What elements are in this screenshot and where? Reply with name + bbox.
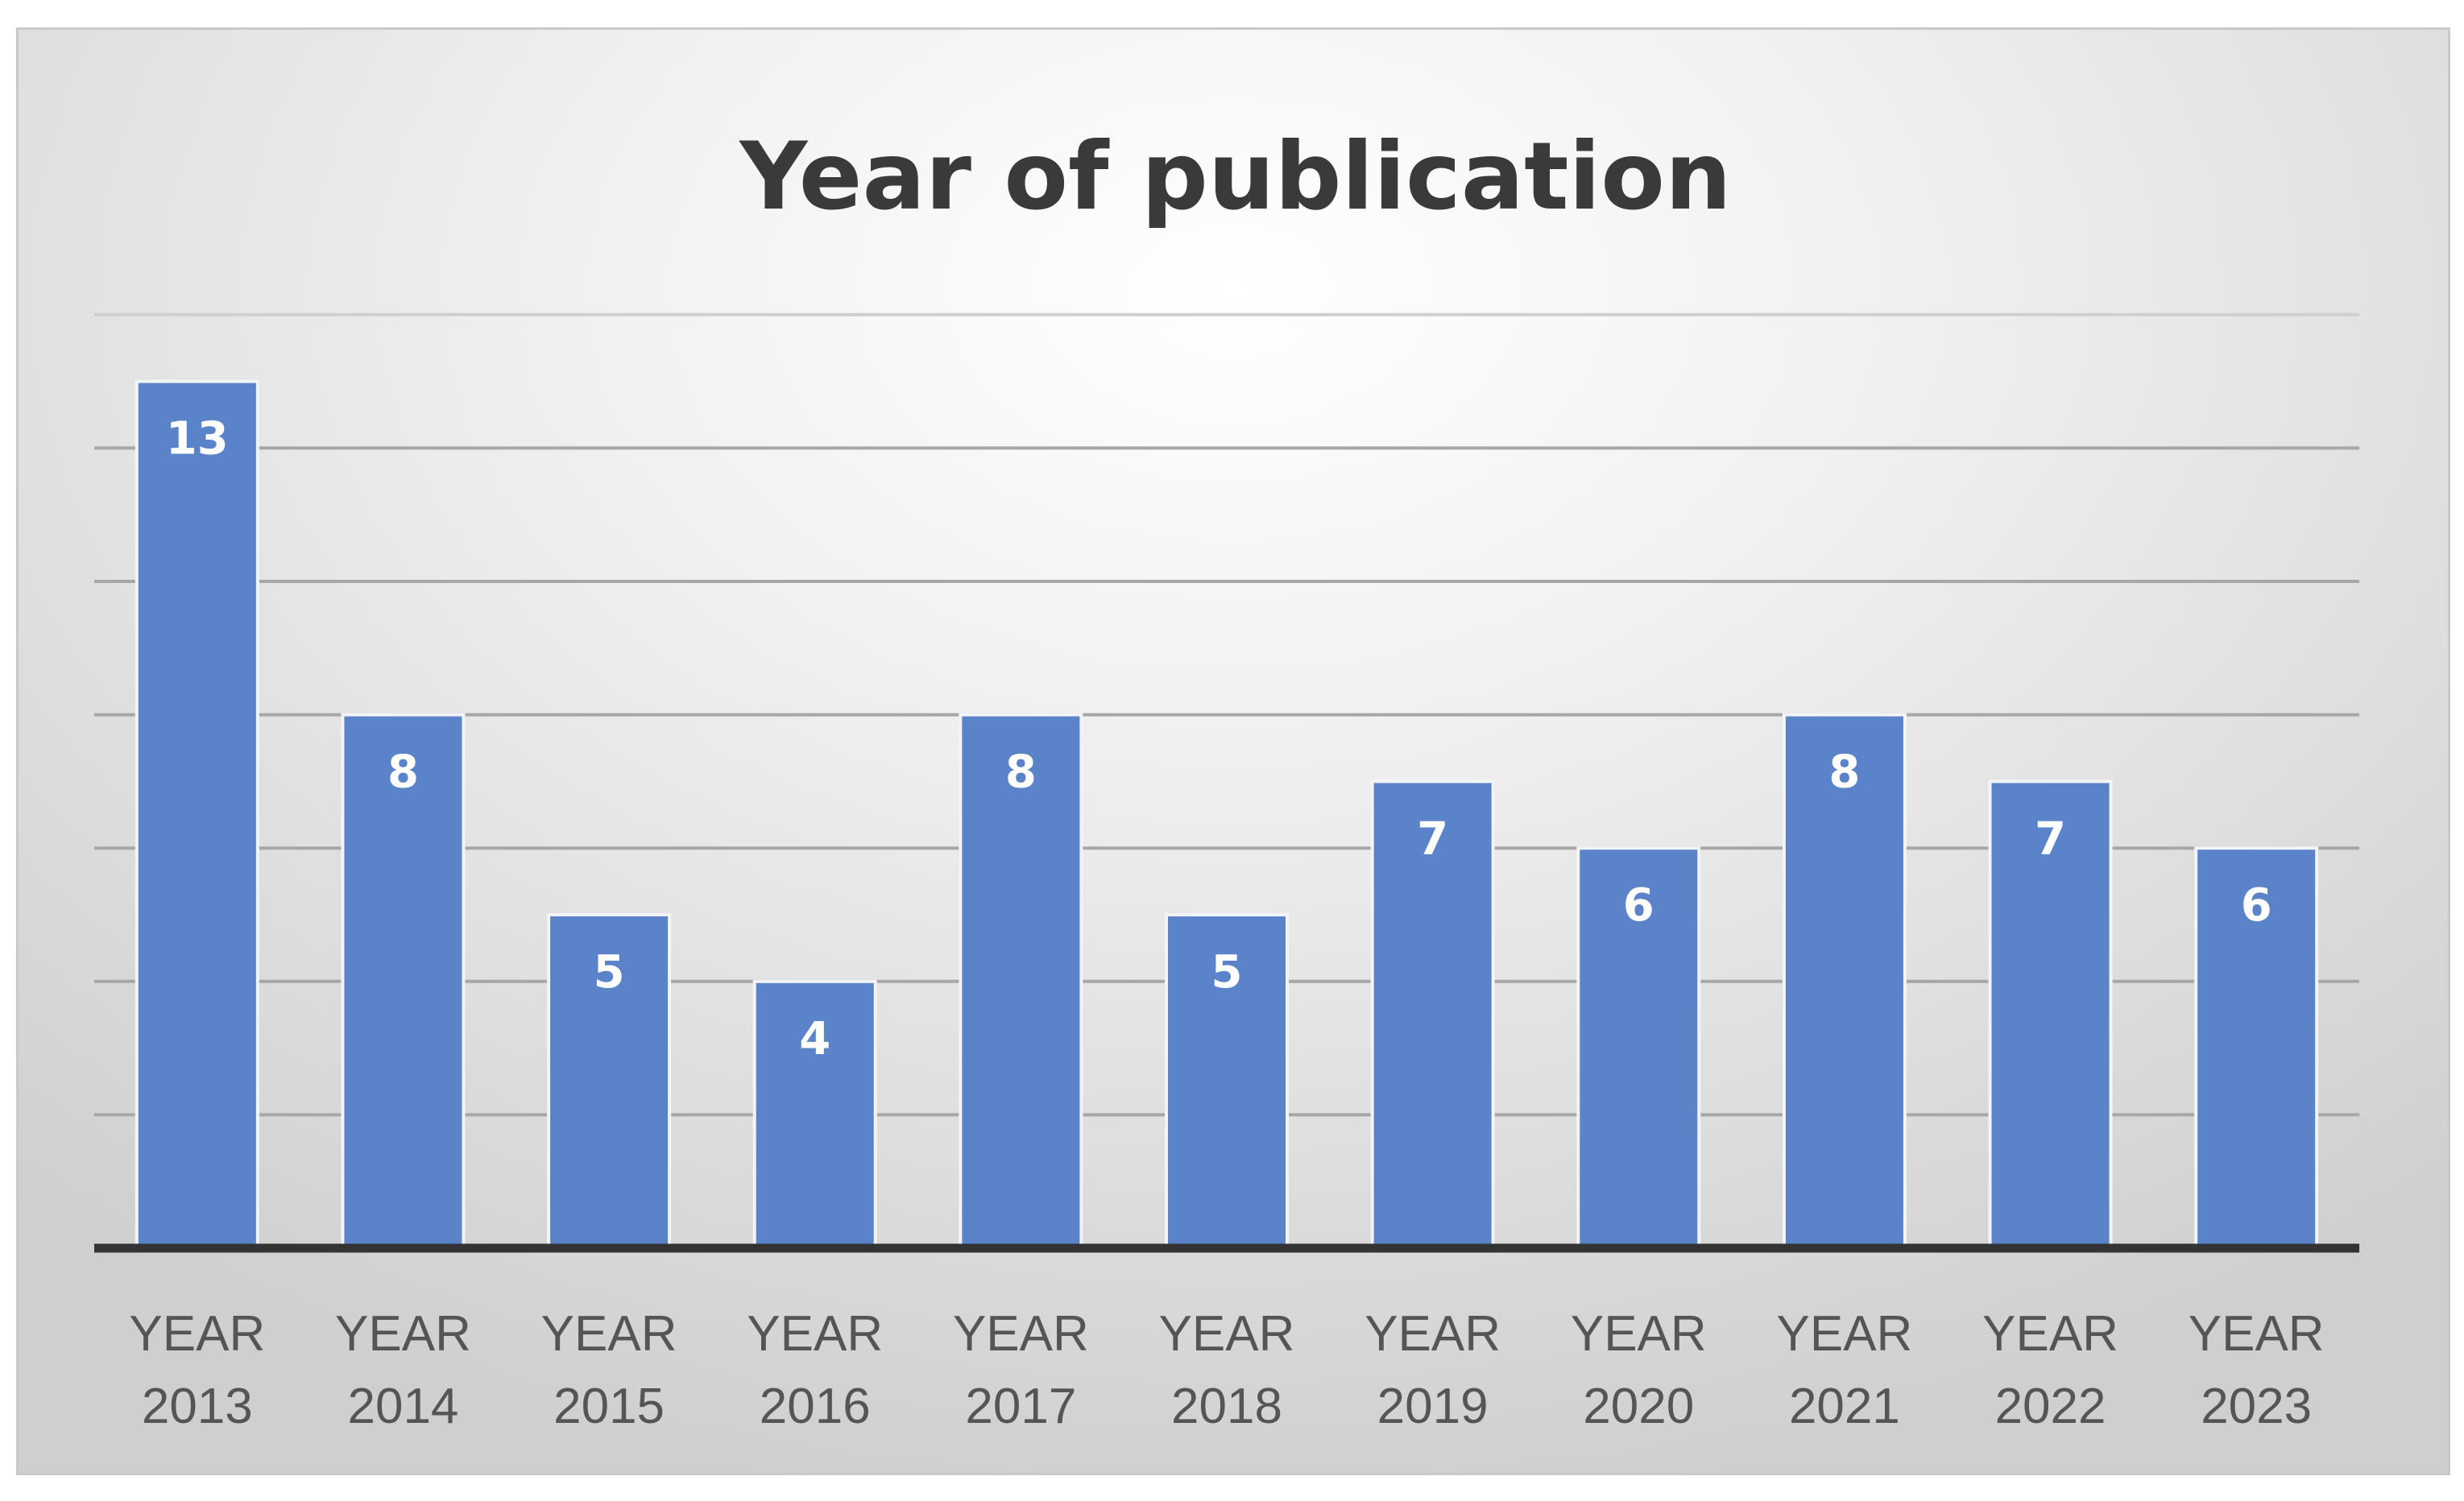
x-tick-label-line: YEAR (541, 1306, 677, 1362)
x-tick-label: YEAR 2017 (953, 1306, 1089, 1434)
bar (752, 979, 877, 1251)
x-tick-label-line: YEAR (1159, 1306, 1295, 1362)
x-tick-label-line: 2016 (760, 1379, 871, 1434)
x-tick-label-line: 2021 (1789, 1379, 1900, 1434)
data-label: 8 (1828, 746, 1860, 799)
x-tick-label-line: 2019 (1377, 1379, 1489, 1434)
data-label: 7 (1417, 813, 1448, 865)
x-tick-label-line: YEAR (335, 1306, 471, 1362)
data-labels: 13 8 5 4 8 5 7 6 8 7 6 (166, 413, 2272, 1065)
gridlines (94, 312, 2359, 1117)
x-tick-labels: YEAR 2013 YEAR 2014 YEAR 2015 YEAR 2016 YEAR 2017… (129, 1306, 2324, 1434)
x-tick-label: YEAR 2019 (1365, 1306, 1501, 1434)
x-tick-label-line: 2014 (347, 1379, 458, 1434)
x-tick-label: YEAR 2015 (541, 1306, 677, 1434)
data-label: 5 (1211, 946, 1243, 999)
bar (2194, 846, 2319, 1250)
x-tick-label-line: YEAR (747, 1306, 883, 1362)
bar (1370, 779, 1495, 1250)
x-tick-label-line: 2013 (142, 1379, 253, 1434)
x-tick-label-line: YEAR (129, 1306, 265, 1362)
x-tick-label-line: 2020 (1583, 1379, 1694, 1434)
x-tick-label-line: 2015 (553, 1379, 665, 1434)
x-tick-label: YEAR 2016 (747, 1306, 883, 1434)
x-tick-label: YEAR 2018 (1159, 1306, 1295, 1434)
data-label: 7 (2035, 813, 2066, 865)
x-tick-label-line: 2023 (2201, 1379, 2312, 1434)
bar (959, 713, 1083, 1250)
x-tick-label: YEAR 2020 (1571, 1306, 1707, 1434)
x-tick-label-line: 2018 (1171, 1379, 1282, 1434)
data-label: 8 (1005, 746, 1037, 799)
x-tick-label-line: YEAR (1982, 1306, 2118, 1362)
chart-frame: Year of publication 13 8 5 4 8 5 7 6 8 7 6 YEAR 201… (16, 27, 2450, 1475)
data-label: 8 (387, 746, 419, 799)
chart-title: Year of publication (738, 122, 1731, 231)
x-tick-label-line: YEAR (1571, 1306, 1707, 1362)
x-tick-label: YEAR 2021 (1776, 1306, 1912, 1434)
x-tick-label-line: 2022 (1995, 1379, 2106, 1434)
x-tick-label: YEAR 2013 (129, 1306, 265, 1434)
x-tick-label-line: YEAR (953, 1306, 1089, 1362)
x-tick-label-line: YEAR (1776, 1306, 1912, 1362)
data-label: 4 (799, 1013, 830, 1065)
bar (135, 379, 259, 1251)
x-tick-label: YEAR 2014 (335, 1306, 471, 1434)
data-label: 6 (1623, 879, 1654, 932)
x-tick-label: YEAR 2022 (1982, 1306, 2118, 1434)
bar (1576, 846, 1701, 1250)
bar (547, 913, 672, 1250)
bars (135, 379, 2319, 1251)
bar-chart: Year of publication 13 8 5 4 8 5 7 6 8 7 6 YEAR 201… (94, 122, 2359, 1434)
data-label: 5 (594, 946, 625, 999)
x-tick-label-line: YEAR (2189, 1306, 2325, 1362)
bar (1165, 913, 1289, 1250)
x-tick-label-line: 2017 (965, 1379, 1076, 1434)
data-label: 6 (2241, 879, 2272, 932)
x-tick-label: YEAR 2023 (2189, 1306, 2325, 1434)
bar (1782, 713, 1907, 1250)
data-label: 13 (166, 413, 229, 465)
x-tick-label-line: YEAR (1365, 1306, 1501, 1362)
